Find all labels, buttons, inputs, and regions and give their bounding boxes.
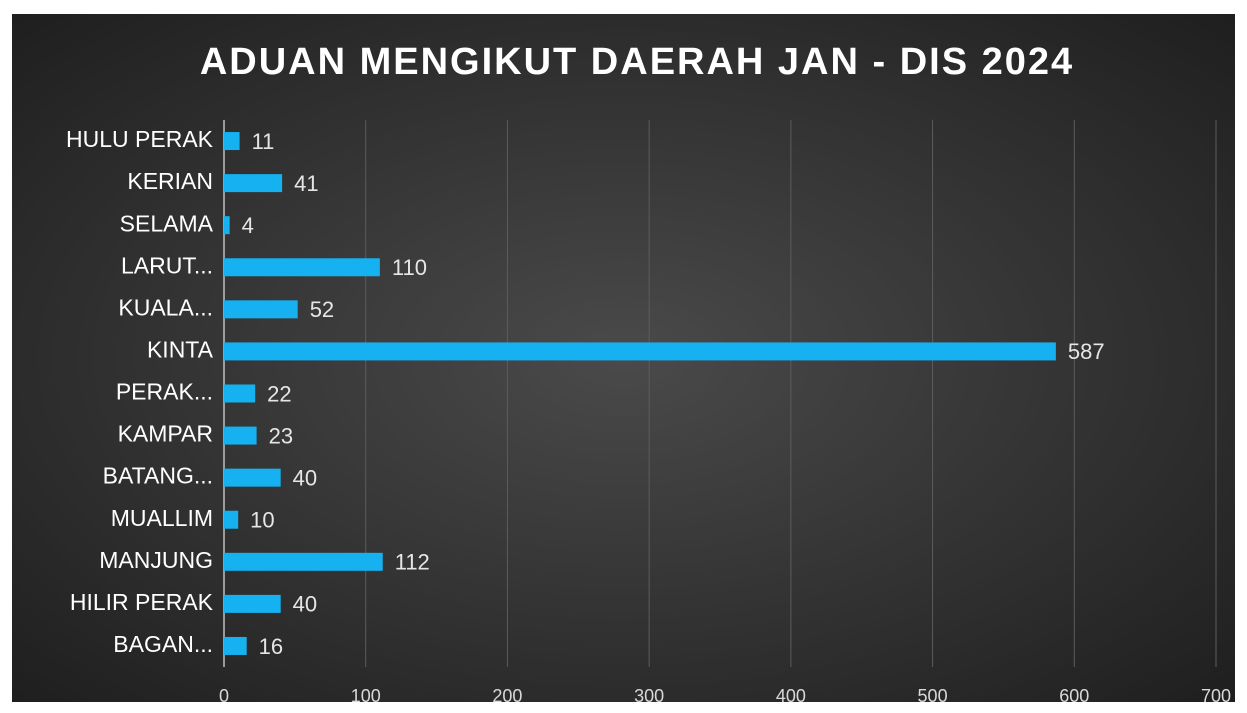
y-tick-label: KERIAN bbox=[127, 168, 213, 194]
x-tick-label: 0 bbox=[219, 686, 229, 706]
y-tick-label: PERAK... bbox=[116, 379, 213, 405]
data-label: 112 bbox=[395, 550, 430, 575]
y-tick-label: KINTA bbox=[147, 337, 214, 363]
y-tick-label: BAGAN... bbox=[113, 631, 213, 657]
bar bbox=[224, 132, 240, 151]
data-label: 22 bbox=[267, 381, 291, 406]
bar bbox=[224, 426, 257, 445]
data-label: 52 bbox=[310, 297, 334, 322]
y-tick-label: KAMPAR bbox=[118, 421, 213, 447]
data-label: 40 bbox=[293, 465, 317, 490]
y-tick-label: MUALLIM bbox=[111, 505, 213, 531]
y-tick-label: HILIR PERAK bbox=[70, 589, 214, 615]
bar bbox=[224, 174, 283, 193]
data-label: 11 bbox=[252, 129, 275, 154]
data-label: 110 bbox=[392, 255, 427, 280]
chart-title: ADUAN MENGIKUT DAERAH JAN - DIS 2024 bbox=[200, 41, 1074, 83]
y-tick-label: KUALA... bbox=[118, 294, 213, 320]
bar bbox=[224, 384, 256, 403]
bar bbox=[224, 300, 298, 319]
data-label: 41 bbox=[294, 171, 318, 196]
bar bbox=[224, 594, 281, 613]
x-tick-label: 100 bbox=[351, 686, 381, 706]
data-label: 16 bbox=[259, 634, 283, 659]
data-label: 10 bbox=[250, 508, 274, 533]
data-label: 40 bbox=[293, 592, 317, 617]
y-tick-label: SELAMA bbox=[120, 210, 214, 236]
x-tick-label: 300 bbox=[634, 686, 664, 706]
y-tick-label: LARUT... bbox=[121, 252, 213, 278]
y-tick-label: BATANG... bbox=[103, 463, 213, 489]
bar bbox=[224, 342, 1056, 361]
bar bbox=[224, 258, 380, 277]
x-tick-label: 600 bbox=[1059, 686, 1089, 706]
bar bbox=[224, 552, 383, 571]
data-label: 587 bbox=[1068, 339, 1105, 364]
x-tick-label: 700 bbox=[1201, 686, 1231, 706]
x-tick-label: 500 bbox=[918, 686, 948, 706]
data-label: 23 bbox=[269, 423, 293, 448]
data-label: 4 bbox=[242, 213, 254, 238]
bar bbox=[224, 510, 239, 529]
y-tick-label: MANJUNG bbox=[99, 547, 213, 573]
bar bbox=[224, 468, 281, 487]
bar bbox=[224, 636, 247, 655]
x-tick-label: 200 bbox=[492, 686, 522, 706]
x-tick-label: 400 bbox=[776, 686, 806, 706]
y-tick-label: HULU PERAK bbox=[66, 126, 214, 152]
bar bbox=[224, 216, 230, 235]
